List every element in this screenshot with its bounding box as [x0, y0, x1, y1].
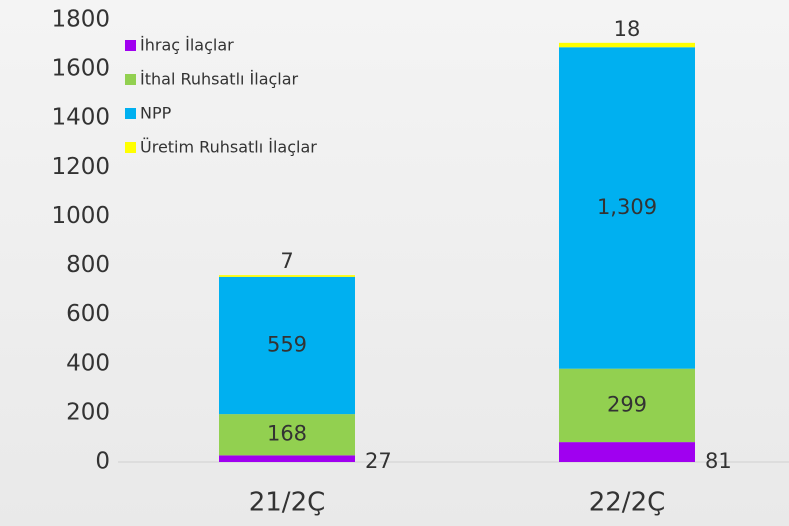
data-label: 559: [267, 332, 307, 356]
data-label: 299: [607, 392, 647, 416]
x-tick-label: 21/2Ç: [249, 488, 326, 518]
data-label: 1,309: [597, 195, 657, 219]
legend-label: Üretim Ruhsatlı İlaçlar: [140, 138, 317, 157]
y-tick-label: 200: [66, 399, 110, 425]
legend-label: İhraç İlaçlar: [140, 36, 234, 55]
y-tick-label: 1200: [51, 154, 110, 180]
legend-swatch: [125, 108, 136, 119]
y-tick-label: 1600: [51, 56, 110, 82]
data-label: 18: [614, 17, 641, 41]
y-tick-label: 1400: [51, 105, 110, 131]
y-tick-label: 1000: [51, 203, 110, 229]
bar-segment: [219, 455, 355, 462]
bar-segment: [219, 276, 355, 415]
x-tick-label: 22/2Ç: [589, 488, 666, 518]
legend-label: NPP: [140, 104, 172, 123]
bar-segment: [559, 442, 695, 462]
data-label: 27: [365, 449, 392, 473]
y-tick-label: 0: [95, 449, 110, 475]
y-tick-label: 400: [66, 350, 110, 376]
data-label: 81: [705, 449, 732, 473]
data-label: 168: [267, 422, 307, 446]
bar-segment: [559, 42, 695, 48]
legend-label: İthal Ruhsatlı İlaçlar: [140, 70, 299, 89]
y-tick-label: 600: [66, 301, 110, 327]
bar-segment: [559, 47, 695, 369]
data-label: 7: [280, 249, 293, 273]
bar-segment: [559, 368, 695, 443]
legend-swatch: [125, 142, 136, 153]
bar-segment: [219, 275, 355, 277]
y-tick-label: 800: [66, 252, 110, 278]
legend-swatch: [125, 74, 136, 85]
y-tick-label: 1800: [51, 7, 110, 33]
legend-swatch: [125, 40, 136, 51]
bar-segment: [219, 414, 355, 456]
